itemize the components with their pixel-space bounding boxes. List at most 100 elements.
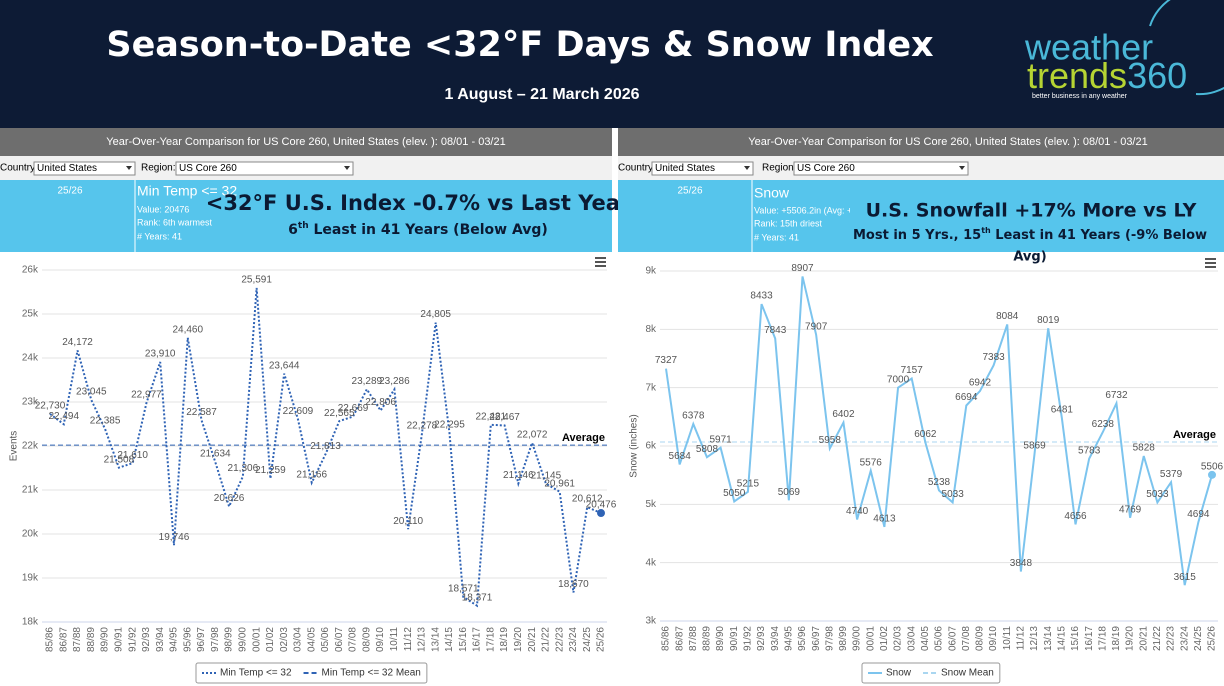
x-tick-label: 86/87	[58, 627, 69, 652]
y-tick-label: 24k	[22, 353, 39, 364]
data-label: 4656	[1064, 511, 1087, 522]
detail: Rank: 6th warmest	[137, 217, 213, 227]
data-label: 7383	[982, 352, 1005, 363]
x-tick-label: 92/93	[141, 627, 152, 652]
menu-icon[interactable]	[595, 257, 606, 267]
x-tick-label: 15/16	[1070, 626, 1081, 651]
logo-text: weather	[1024, 27, 1153, 68]
x-tick-label: 12/13	[1029, 626, 1040, 651]
data-label: 5576	[860, 457, 883, 468]
country-select[interactable]	[651, 161, 754, 176]
data-label: 7843	[764, 325, 787, 336]
x-tick-label: 89/90	[100, 627, 111, 652]
x-tick-label: 93/94	[155, 627, 166, 652]
region-value: US Core 260	[179, 163, 237, 174]
panel-bar-title: Year-Over-Year Comparison for US Core 26…	[106, 136, 505, 148]
x-tick-label: 10/11	[389, 627, 400, 652]
x-tick-label: 22/23	[554, 627, 565, 652]
data-label: 21,508	[104, 454, 135, 465]
data-label: 23,289	[352, 376, 383, 387]
last-point	[597, 509, 605, 518]
data-label: 5506	[1201, 461, 1224, 472]
detail: Rank: 15th driest	[754, 218, 823, 228]
x-tick-label: 96/97	[196, 627, 207, 652]
region-label: Region:	[762, 163, 796, 174]
country-value: United States	[37, 163, 97, 174]
legend-label: Min Temp <= 32 Mean	[322, 668, 421, 679]
data-label: 22,278	[407, 420, 438, 431]
data-label: 22,565	[324, 408, 355, 419]
data-label: 21,610	[117, 450, 148, 461]
x-tick-label: 15/16	[458, 627, 469, 652]
data-label: 18,670	[558, 579, 589, 590]
data-label: 22,385	[90, 416, 121, 427]
data-label: 21,259	[255, 465, 286, 476]
x-tick-label: 14/15	[444, 627, 455, 652]
data-label: 6942	[969, 378, 992, 389]
data-label: 5069	[778, 487, 801, 498]
y-tick-label: 18k	[22, 617, 39, 628]
x-tick-label: 19/20	[513, 627, 524, 652]
x-tick-label: 05/06	[320, 627, 331, 652]
region-value: US Core 260	[797, 163, 855, 174]
y-tick-label: 8k	[645, 324, 657, 335]
data-label: 23,644	[269, 360, 300, 371]
data-label: 22,609	[283, 406, 314, 417]
data-label: 5684	[669, 451, 692, 462]
region-select[interactable]	[175, 161, 354, 176]
y-tick-label: 5k	[645, 499, 657, 510]
x-tick-label: 06/07	[334, 627, 345, 652]
x-tick-label: 23/24	[568, 627, 579, 652]
data-label: 6732	[1105, 390, 1128, 401]
data-label: 6402	[832, 409, 855, 420]
data-label: 22,730	[35, 401, 66, 412]
legend-label: Snow Mean	[941, 668, 994, 679]
data-label: 20,612	[572, 494, 603, 505]
subline-wrap: Avg)	[1013, 250, 1046, 265]
x-tick-label: 12/13	[417, 627, 428, 652]
data-label: 18,371	[462, 592, 493, 603]
headline-bg	[850, 196, 1224, 252]
y-axis-title: Snow (inches)	[629, 414, 640, 477]
x-tick-label: 10/11	[1002, 626, 1013, 651]
legend-box	[861, 662, 1001, 684]
x-tick-label: 18/19	[1111, 626, 1122, 651]
x-tick-label: 94/95	[169, 627, 180, 652]
series-line	[49, 287, 602, 608]
y-tick-label: 26k	[22, 265, 39, 276]
data-label: 19,746	[159, 532, 190, 543]
x-tick-label: 21/22	[1152, 626, 1163, 651]
data-label: 4769	[1119, 504, 1142, 515]
legend-box	[195, 662, 428, 684]
data-label: 22,669	[338, 403, 369, 414]
data-label: 22,072	[517, 429, 548, 440]
data-label: 5958	[819, 435, 842, 446]
data-label: 21,634	[200, 449, 231, 460]
data-label: 5828	[1133, 443, 1156, 454]
data-label: 3848	[1010, 558, 1033, 569]
x-tick-label: 17/18	[485, 627, 496, 652]
logo-tagline: better business in any weather	[1032, 93, 1128, 100]
series-line	[665, 276, 1213, 586]
data-label: 8019	[1037, 315, 1060, 326]
mean-label: Average	[562, 432, 605, 444]
x-tick-label: 01/02	[265, 627, 276, 652]
x-tick-label: 88/89	[702, 626, 713, 651]
data-label: 7327	[655, 355, 678, 366]
last-point	[1208, 470, 1216, 479]
x-tick-label: 02/03	[893, 626, 904, 651]
menu-icon[interactable]	[1205, 258, 1216, 268]
x-tick-label: 20/21	[1138, 626, 1149, 651]
region-select[interactable]	[793, 161, 969, 176]
country-select[interactable]	[33, 161, 136, 176]
select-arrow	[744, 166, 750, 170]
data-label: 18,571	[448, 584, 479, 595]
data-label: 4694	[1187, 509, 1210, 520]
data-label: 23,910	[145, 349, 176, 360]
data-label: 23,045	[76, 387, 107, 398]
x-tick-label: 07/08	[961, 626, 972, 651]
x-tick-label: 19/20	[1125, 626, 1136, 651]
data-label: 5869	[1023, 440, 1046, 451]
data-label: 21,166	[296, 469, 327, 480]
